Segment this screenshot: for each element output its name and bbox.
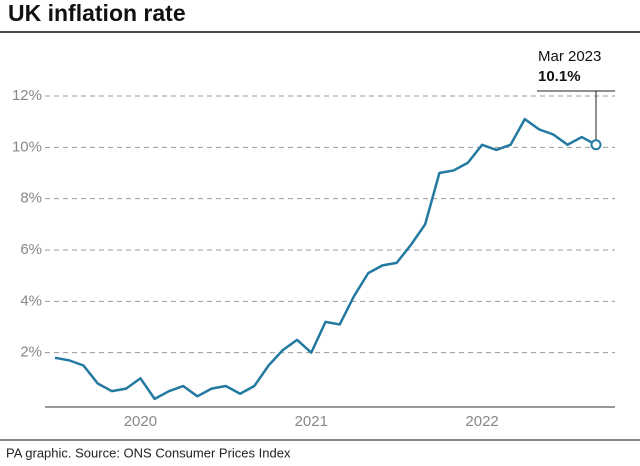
x-tick-label: 2020 [124, 413, 157, 430]
x-tick-label: 2021 [295, 413, 328, 430]
y-tick-label: 6% [20, 241, 42, 258]
y-tick-label: 4% [20, 292, 42, 309]
y-tick-label: 12% [12, 87, 42, 104]
end-marker [590, 139, 602, 151]
x-tick-label: 2022 [465, 413, 498, 430]
source: PA graphic. Source: ONS Consumer Prices … [6, 445, 291, 460]
chart-title: UK inflation rate [8, 0, 186, 26]
y-tick-label: 2% [20, 344, 42, 361]
line [54, 117, 597, 401]
annotation-date: Mar 2023 [538, 48, 601, 65]
annotation-value: 10.1% [538, 68, 581, 85]
y-tick-label: 8% [20, 190, 42, 207]
y-tick-label: 10% [12, 138, 42, 155]
